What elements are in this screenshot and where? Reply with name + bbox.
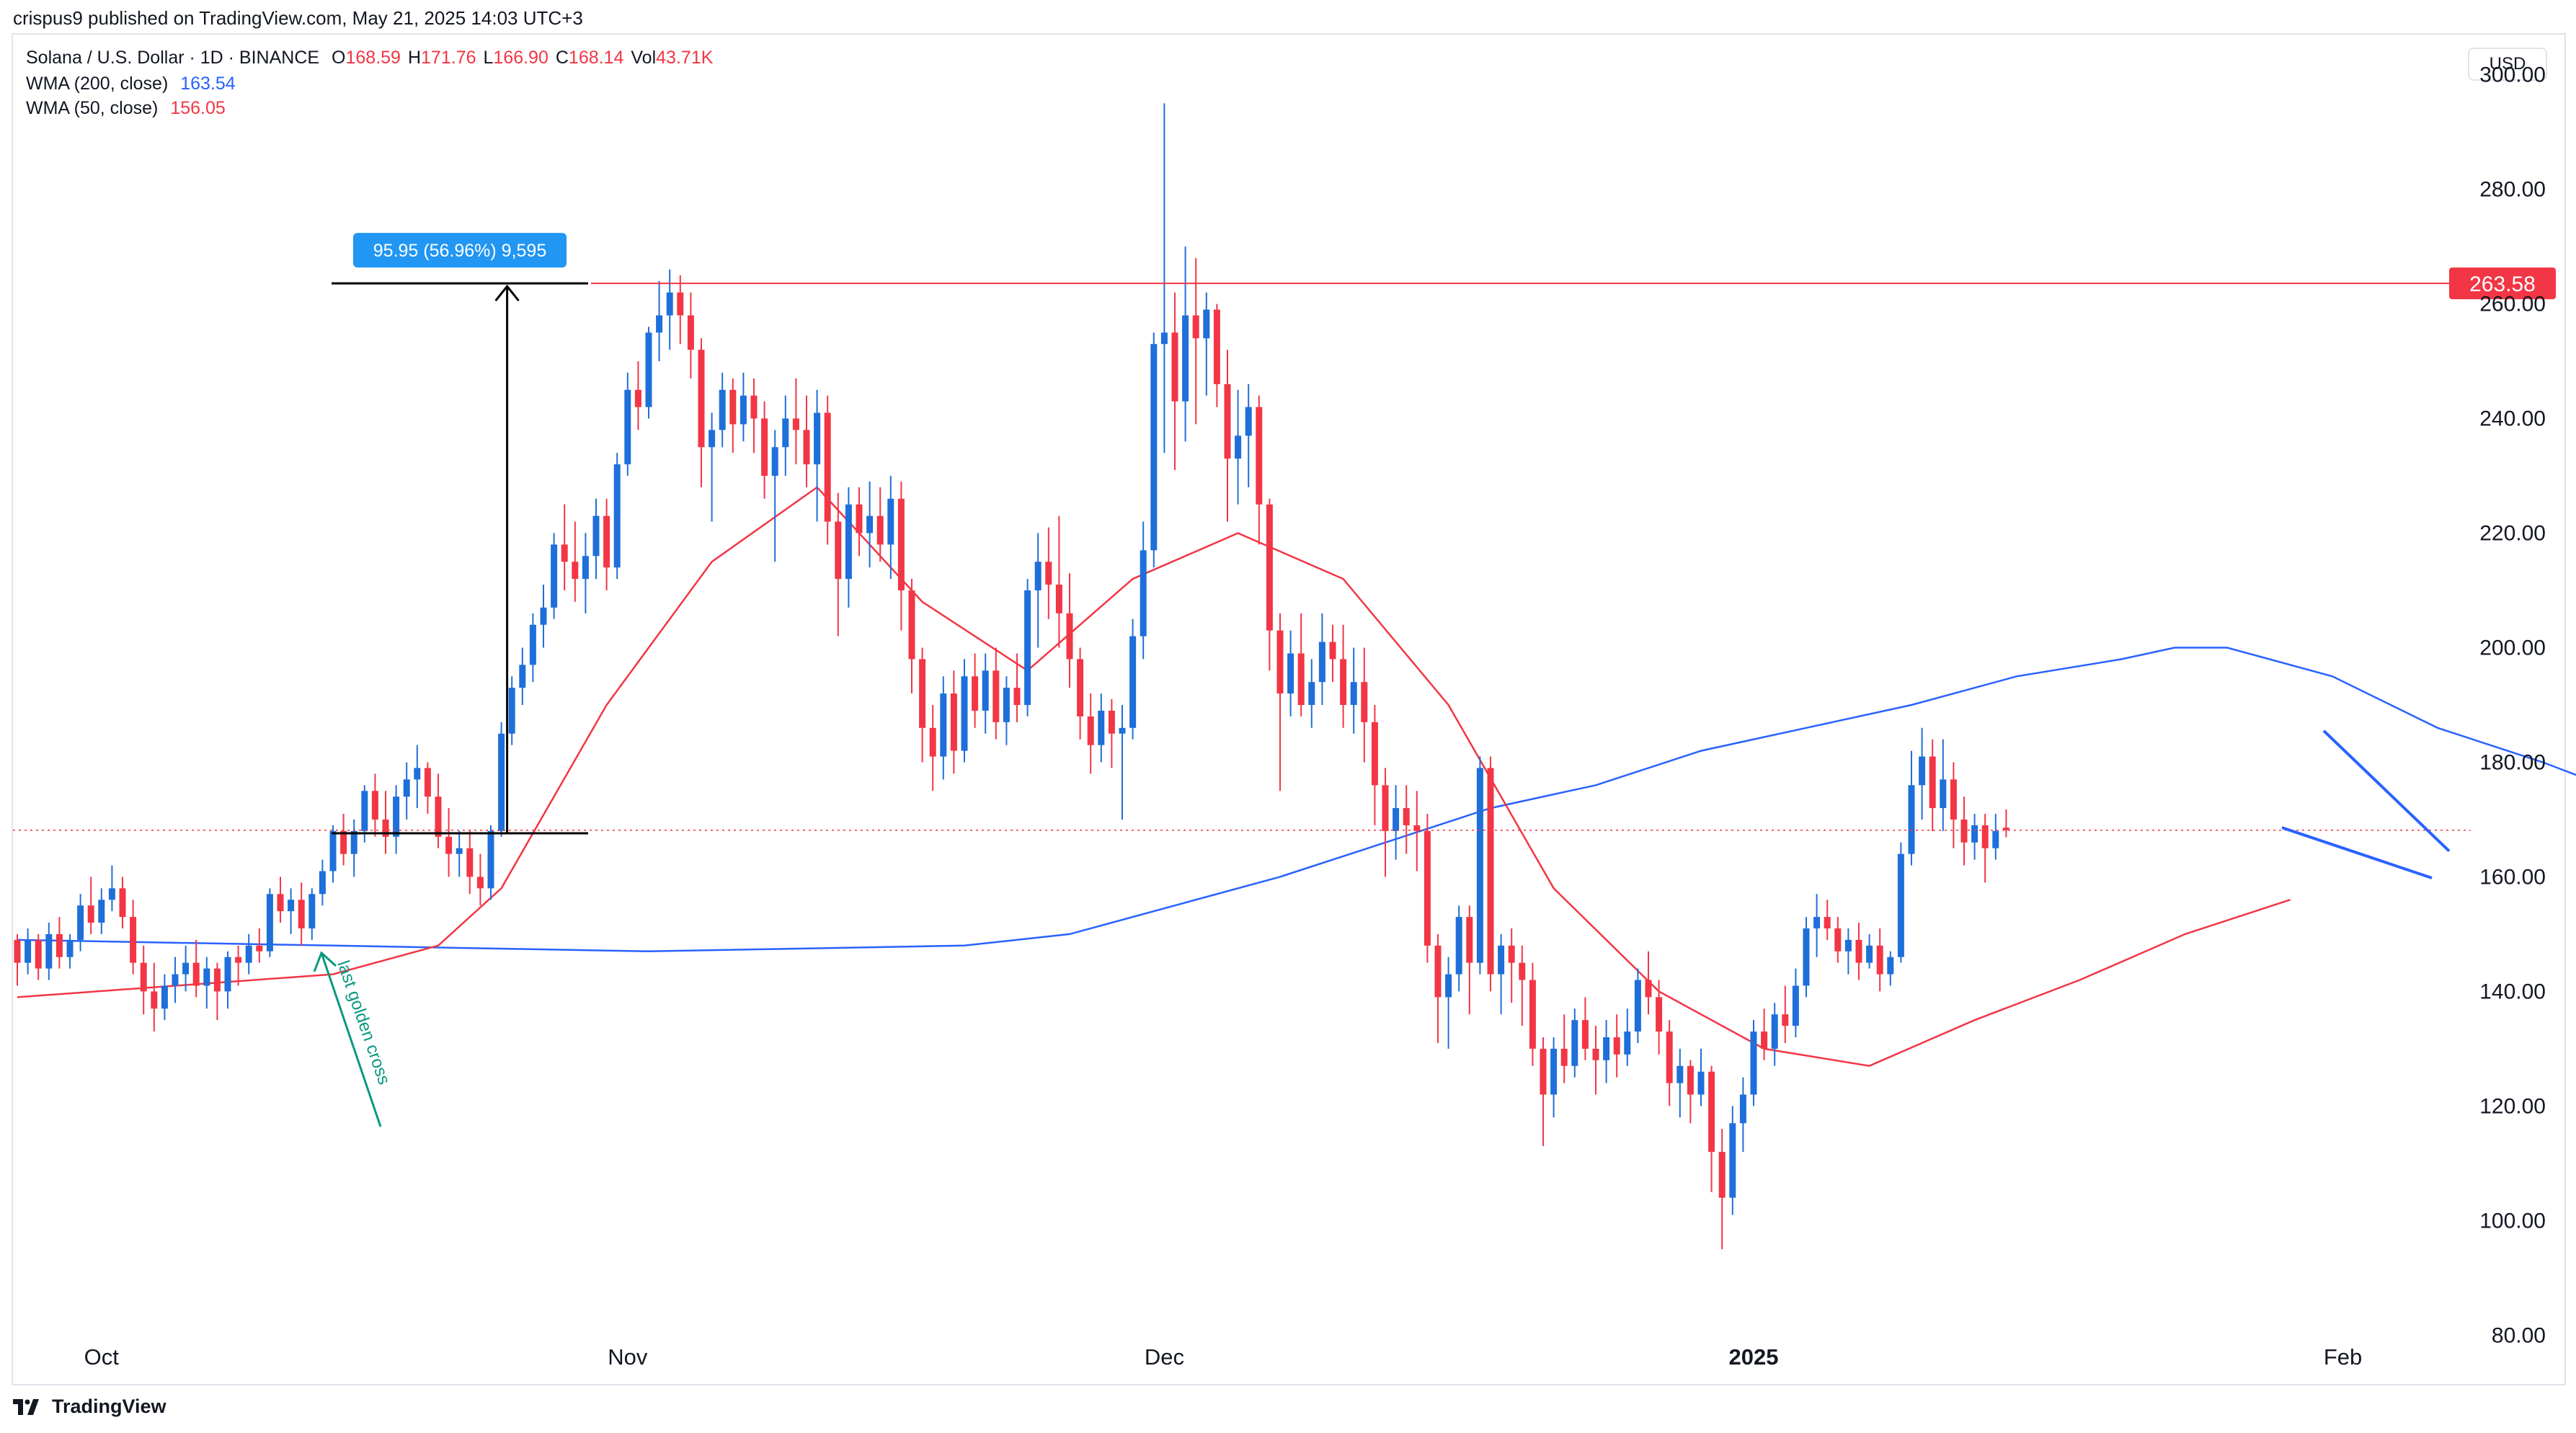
ohlc-value: 168.59 [345, 48, 401, 68]
ohlc-label: H [407, 48, 422, 68]
wma200-legend[interactable]: WMA (200, close) 163.54 [26, 74, 243, 94]
chart-frame [12, 33, 2566, 1385]
wma50-value: 156.05 [170, 98, 226, 118]
tradingview-footer[interactable]: TradingView [13, 1396, 166, 1418]
ohlc-value: 171.76 [421, 48, 476, 68]
ohlc-value: 166.90 [493, 48, 548, 68]
ohlc-label: Vol [631, 48, 657, 68]
footer-brand: TradingView [52, 1396, 166, 1417]
wma50-label: WMA (50, close) [26, 98, 159, 118]
ohlc-label: O [332, 48, 346, 68]
ohlc-values: O168.59 H171.76 L166.90 C168.14 Vol43.71K [332, 48, 720, 68]
symbol-name: Solana / U.S. Dollar · 1D · BINANCE [26, 48, 320, 68]
currency-button[interactable]: USD [2468, 48, 2547, 81]
wma200-label: WMA (200, close) [26, 74, 169, 94]
ohlc-value: 43.71K [656, 48, 714, 68]
ohlc-label: C [555, 48, 569, 68]
ohlc-value: 168.14 [568, 48, 624, 68]
symbol-legend: Solana / U.S. Dollar · 1D · BINANCE O168… [26, 48, 727, 68]
tradingview-logo-icon [13, 1398, 39, 1415]
ohlc-label: L [483, 48, 494, 68]
publisher-line: crispus9 published on TradingView.com, M… [13, 7, 583, 29]
wma200-value: 163.54 [180, 74, 236, 94]
wma50-legend[interactable]: WMA (50, close) 156.05 [26, 98, 233, 119]
